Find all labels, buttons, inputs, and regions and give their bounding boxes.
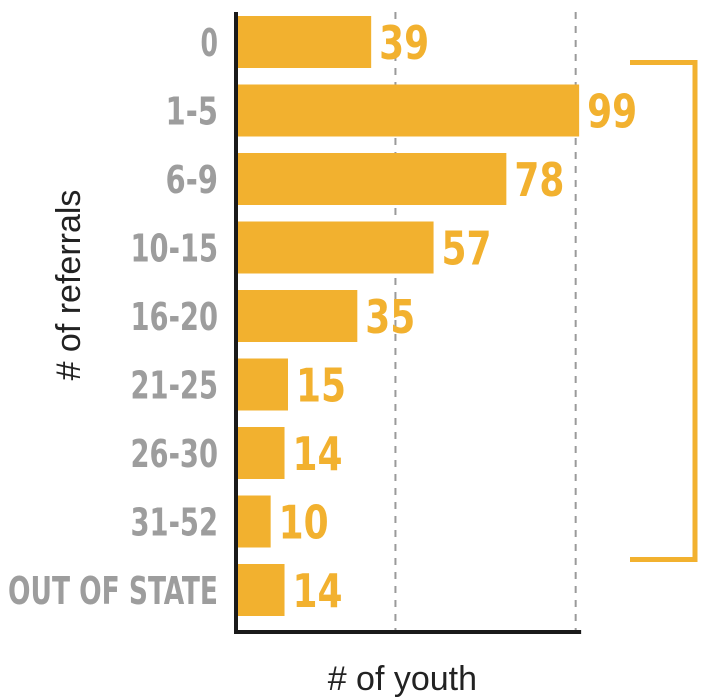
value-label-0: 39: [379, 16, 429, 70]
category-label-4: 16-20: [131, 295, 219, 339]
bar-1: [236, 84, 580, 137]
x-axis-title: # of youth: [328, 660, 477, 698]
bar-3: [236, 221, 434, 274]
category-label-7: 31-52: [131, 501, 219, 545]
value-label-5: 15: [296, 359, 346, 413]
value-label-6: 14: [293, 427, 343, 481]
category-label-2: 6-9: [166, 158, 219, 202]
bar-5: [236, 358, 288, 411]
y-axis-title: # of referrals: [50, 190, 88, 381]
axes: [234, 12, 582, 634]
value-label-7: 10: [279, 496, 329, 550]
value-label-1: 99: [587, 85, 637, 139]
value-label-8: 14: [293, 564, 343, 618]
bar-4: [236, 290, 358, 342]
category-label-0: 0: [201, 21, 219, 65]
category-label-5: 21-25: [131, 364, 219, 408]
bar-6: [236, 427, 285, 479]
value-labels: 39 99 78 57 35 15 14 10 14: [279, 16, 637, 618]
category-label-6: 26-30: [131, 432, 219, 476]
value-label-2: 78: [514, 153, 564, 207]
category-label-1: 1-5: [166, 90, 219, 134]
category-labels: 0 1-5 6-9 10-15 16-20 21-25 26-30 31-52 OUT OF S…: [8, 21, 218, 613]
bars: [236, 16, 580, 616]
category-label-3: 10-15: [131, 227, 219, 271]
value-label-3: 57: [442, 222, 492, 276]
bar-0: [236, 16, 372, 68]
referral-range-bracket: [630, 60, 698, 562]
value-label-4: 35: [365, 290, 415, 344]
category-label-8: OUT OF STATE: [8, 569, 218, 613]
bar-2: [236, 153, 507, 205]
bar-7: [236, 495, 271, 548]
bar-8: [236, 564, 285, 616]
